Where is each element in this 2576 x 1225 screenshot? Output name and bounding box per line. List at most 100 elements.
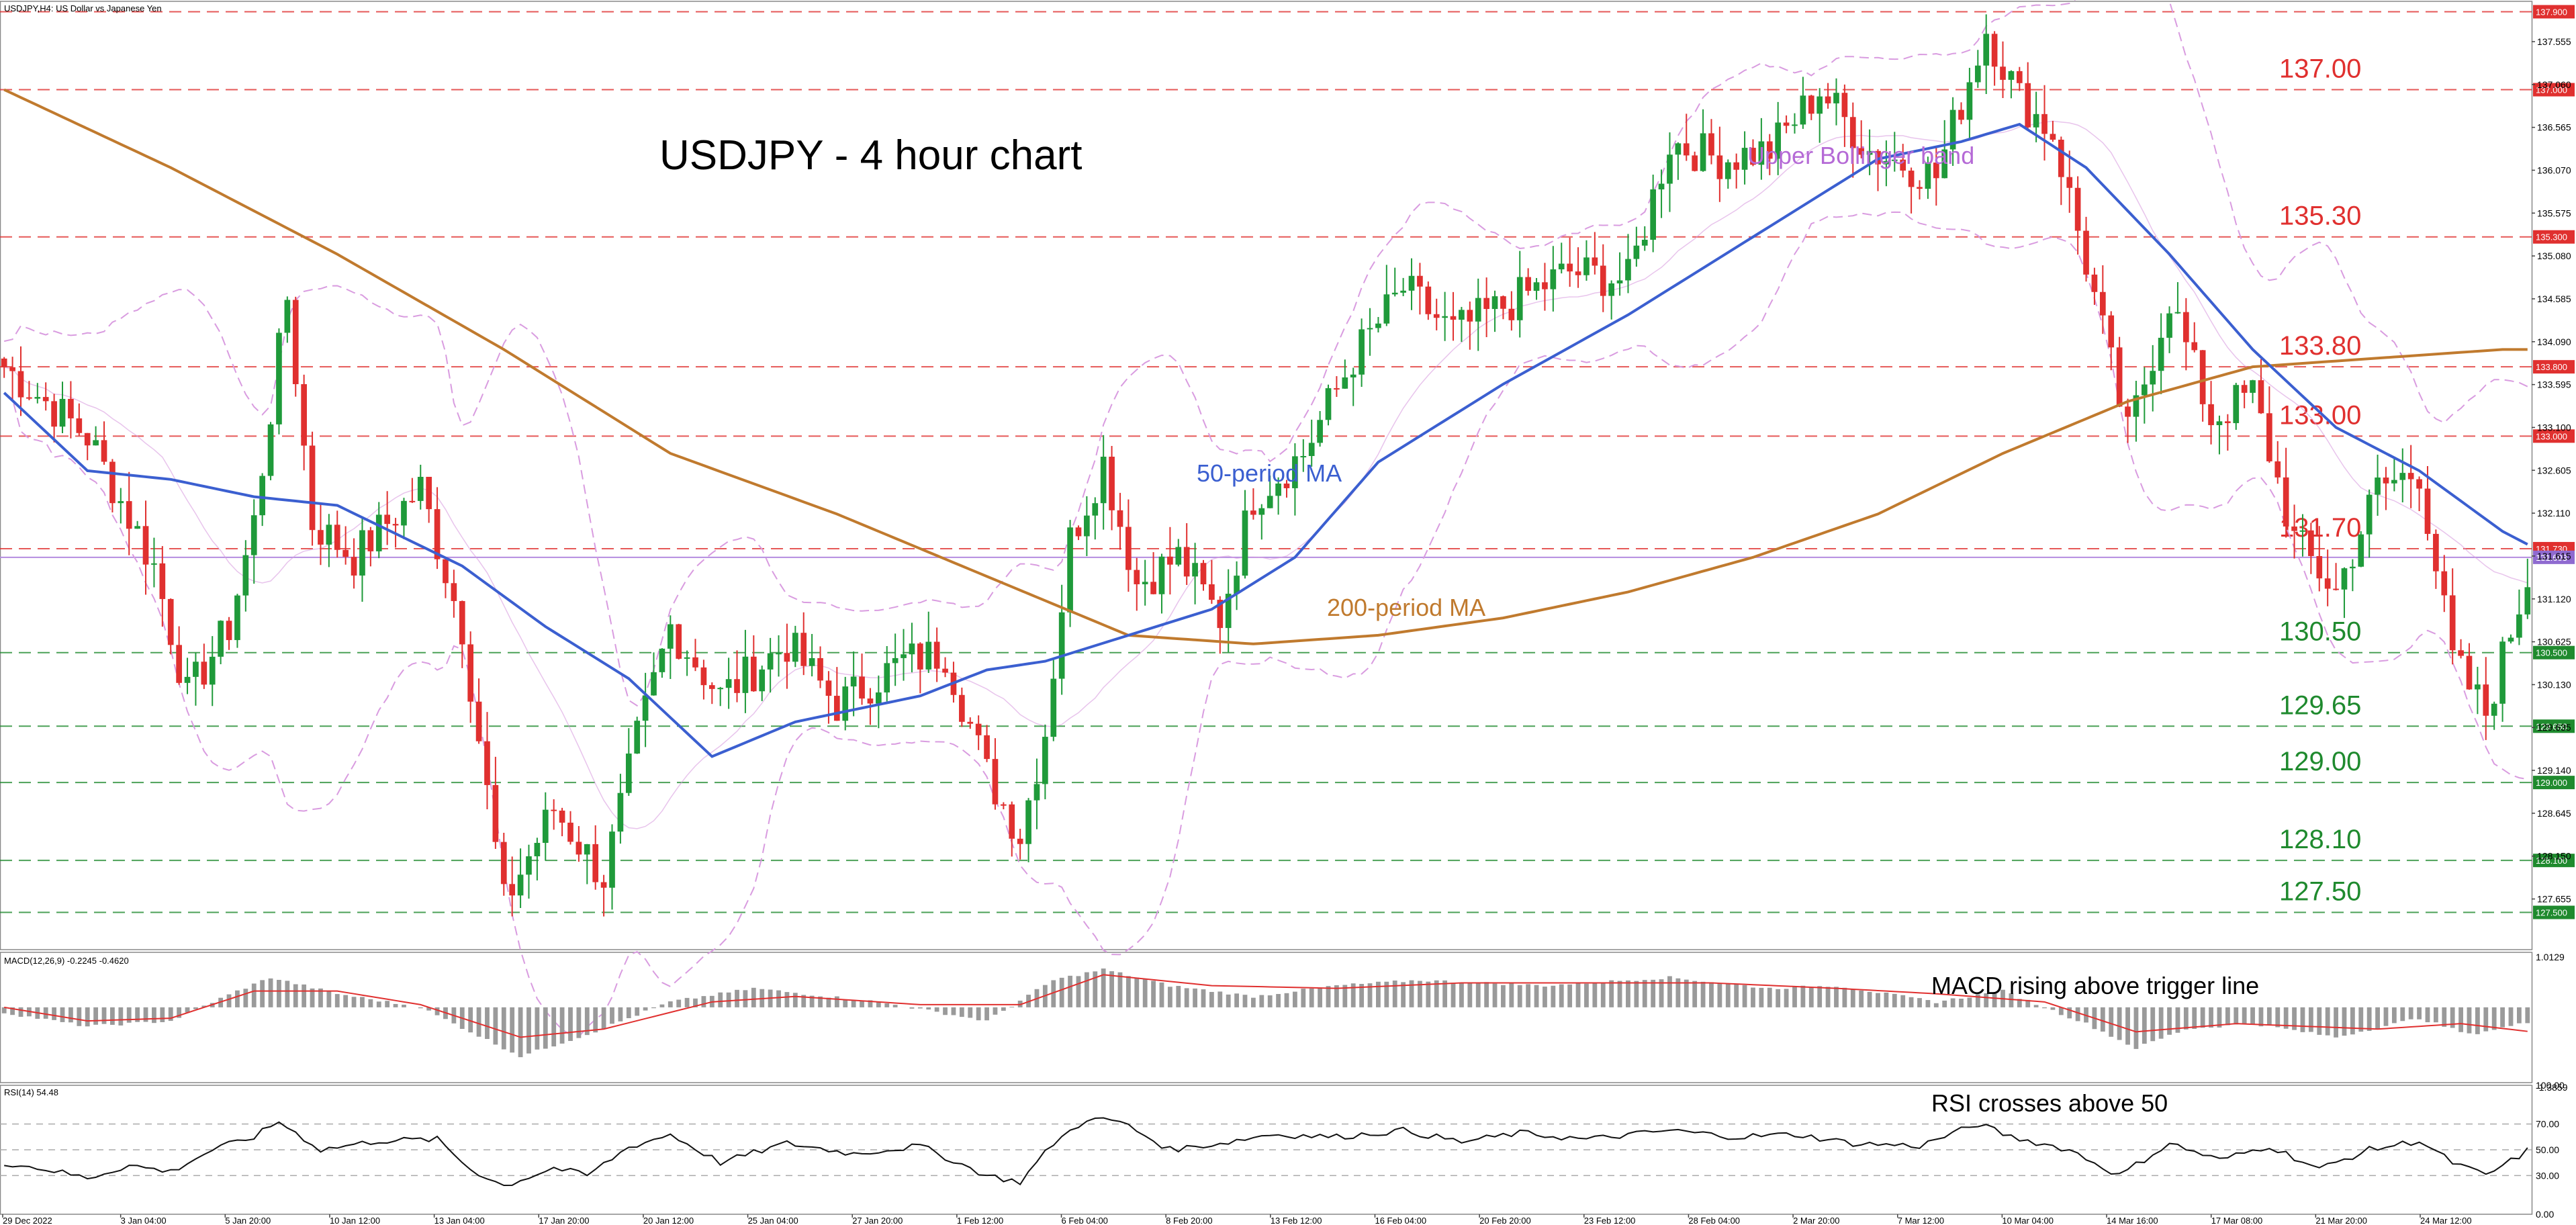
candle-body bbox=[1542, 282, 1548, 289]
candle-body bbox=[1583, 257, 1590, 275]
candle-body bbox=[1075, 527, 1082, 537]
candle-body bbox=[700, 667, 707, 686]
candle-body bbox=[1800, 95, 1806, 125]
candle-body bbox=[2250, 380, 2256, 393]
candle-body bbox=[2000, 66, 2006, 80]
candle-body bbox=[84, 433, 91, 446]
candle-body bbox=[176, 645, 182, 683]
candle-body bbox=[51, 401, 57, 427]
level-tag-text: 135.300 bbox=[2536, 232, 2567, 242]
level-label: 128.10 bbox=[2279, 825, 2361, 854]
rsi-tick-label: 50.00 bbox=[2536, 1144, 2559, 1155]
candle-body bbox=[2241, 385, 2248, 393]
candle-body bbox=[1908, 171, 1915, 187]
candle-body bbox=[717, 688, 724, 690]
candle-body bbox=[2283, 477, 2289, 527]
candle-body bbox=[134, 526, 140, 529]
symbol-text: USDJPY,H4: US Dollar vs Japanese Yen bbox=[4, 3, 162, 13]
candle-body bbox=[542, 809, 549, 844]
candle-body bbox=[1900, 159, 1906, 171]
rsi-tick-label: 0.00 bbox=[2536, 1209, 2554, 1220]
candle-body bbox=[1183, 547, 1190, 577]
candle-body bbox=[1125, 527, 1132, 570]
candle-body bbox=[1641, 239, 1648, 246]
candle-body bbox=[409, 500, 416, 502]
candle-body bbox=[917, 643, 923, 670]
y-tick-label: 136.070 bbox=[2537, 165, 2571, 175]
candle-body bbox=[859, 676, 865, 699]
candle-body bbox=[1816, 96, 1823, 114]
candle-body bbox=[1134, 570, 1140, 584]
candle-body bbox=[359, 530, 365, 576]
candle-body bbox=[267, 424, 274, 476]
candle-body bbox=[1450, 316, 1457, 320]
candle-body bbox=[1459, 310, 1465, 320]
candle-body bbox=[942, 668, 948, 673]
candle-body bbox=[142, 526, 149, 565]
candle-body bbox=[2508, 637, 2514, 642]
level-tag-text: 129.000 bbox=[2536, 778, 2567, 788]
candle-body bbox=[1500, 296, 1506, 309]
candle-body bbox=[734, 679, 740, 693]
candle-body bbox=[2191, 342, 2198, 351]
y-tick-label: 130.625 bbox=[2537, 637, 2571, 647]
candle-body bbox=[1966, 82, 1973, 120]
candle-body bbox=[2091, 274, 2098, 292]
candle-body bbox=[1825, 96, 1831, 103]
candle-body bbox=[1508, 308, 1515, 320]
candle-body bbox=[1949, 109, 1956, 150]
candle-body bbox=[1625, 259, 1631, 281]
x-tick-label: 1 Feb 12:00 bbox=[957, 1216, 1003, 1225]
candle-body bbox=[2366, 494, 2373, 535]
candle-body bbox=[592, 844, 599, 882]
candle-body bbox=[1525, 277, 1531, 291]
candle-body bbox=[242, 555, 249, 596]
current-price-tag bbox=[2533, 550, 2575, 564]
candle-body bbox=[901, 654, 907, 658]
candle-body bbox=[109, 461, 116, 504]
ma200-label: 200-period MA bbox=[1327, 594, 1485, 621]
candle-body bbox=[1433, 314, 1440, 318]
middle-bollinger-band bbox=[4, 120, 2528, 829]
candle-body bbox=[892, 657, 899, 664]
candle-body bbox=[2399, 473, 2406, 480]
candle-body bbox=[367, 530, 374, 551]
candle-body bbox=[2466, 655, 2473, 690]
y-tick-label: 137.555 bbox=[2537, 36, 2571, 47]
candle-body bbox=[992, 759, 999, 805]
candle-body bbox=[792, 633, 798, 662]
candle-body bbox=[509, 884, 516, 896]
candle-body bbox=[967, 721, 974, 724]
candle-body bbox=[1367, 328, 1373, 330]
candle-body bbox=[1974, 65, 1981, 83]
y-tick-label: 132.605 bbox=[2537, 465, 2571, 475]
candle-body bbox=[1359, 329, 1365, 375]
candle-body bbox=[867, 698, 874, 704]
level-tag bbox=[2533, 429, 2575, 443]
candle-body bbox=[475, 701, 482, 741]
candle-body bbox=[401, 500, 407, 526]
x-tick-label: 8 Feb 20:00 bbox=[1166, 1216, 1212, 1225]
rsi-tick-label: 70.00 bbox=[2536, 1119, 2559, 1130]
rsi-line bbox=[4, 1117, 2528, 1186]
candle-body bbox=[2074, 187, 2081, 231]
candle-body bbox=[459, 600, 465, 645]
candle-body bbox=[201, 662, 208, 685]
current-price-tag-text: 131.603 bbox=[2536, 553, 2567, 563]
candle-body bbox=[1209, 584, 1215, 600]
candle-body bbox=[1275, 483, 1281, 496]
candle-body bbox=[2216, 421, 2223, 426]
level-tag-text: 133.800 bbox=[2536, 362, 2567, 372]
candle-body bbox=[551, 809, 557, 811]
candle-body bbox=[68, 398, 74, 418]
candle-body bbox=[250, 515, 257, 555]
candle-body bbox=[309, 445, 316, 531]
candle-body bbox=[800, 633, 807, 666]
candle-body bbox=[1600, 265, 1606, 296]
level-tag bbox=[2533, 360, 2575, 374]
candle-body bbox=[1858, 148, 1865, 155]
candle-body bbox=[484, 741, 490, 785]
candle-body bbox=[1667, 154, 1673, 184]
candle-body bbox=[2041, 114, 2048, 134]
candle-body bbox=[909, 643, 915, 655]
